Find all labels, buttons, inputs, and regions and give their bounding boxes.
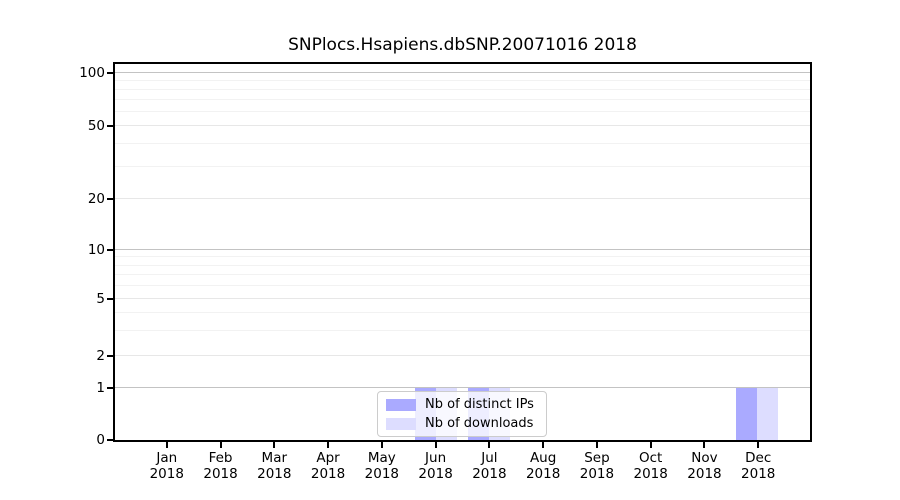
y-minor-gridline	[115, 80, 810, 82]
legend-swatch	[386, 398, 416, 411]
x-tick-label: Apr 2018	[311, 450, 345, 482]
x-tick-label: Dec 2018	[741, 450, 775, 482]
x-tick-year: 2018	[687, 466, 722, 482]
y-minor-gridline	[115, 165, 810, 167]
x-tick	[649, 442, 652, 448]
x-tick-label: Feb 2018	[203, 450, 237, 482]
y-tick	[107, 439, 113, 441]
y-minor-gridline	[115, 329, 810, 331]
y-tick	[107, 249, 113, 251]
y-gridline	[115, 297, 810, 299]
x-tick	[434, 442, 437, 448]
y-tick-label: 2	[96, 347, 105, 364]
y-tick-label: 50	[87, 118, 105, 135]
legend: Nb of distinct IPs Nb of downloads	[377, 391, 547, 437]
x-tick-month: Feb	[208, 450, 233, 466]
x-tick-label: Aug 2018	[526, 450, 560, 482]
y-minor-gridline	[115, 311, 810, 313]
x-tick-label: Sep 2018	[580, 450, 614, 482]
x-tick-month: Mar	[261, 450, 288, 466]
legend-row: Nb of downloads	[386, 416, 538, 431]
x-tick-year: 2018	[149, 466, 184, 482]
x-tick	[757, 442, 760, 448]
x-tick	[542, 442, 545, 448]
x-tick-month: Dec	[745, 450, 772, 466]
x-tick	[273, 442, 276, 448]
y-minor-gridline	[115, 256, 810, 258]
y-gridline	[115, 125, 810, 127]
y-gridline	[115, 354, 810, 356]
y-minor-gridline	[115, 273, 810, 275]
x-tick-year: 2018	[579, 466, 615, 482]
chart-title: SNPlocs.Hsapiens.dbSNP.20071016 2018	[288, 35, 637, 55]
x-tick	[327, 442, 330, 448]
y-tick	[107, 71, 113, 74]
bar-dec-nb-of-downloads	[756, 387, 778, 440]
x-tick-month: May	[367, 450, 396, 466]
legend-swatch	[386, 417, 416, 430]
x-tick-year: 2018	[472, 466, 507, 482]
y-gridline	[115, 71, 810, 73]
y-tick	[107, 297, 113, 300]
x-tick	[165, 442, 168, 448]
x-tick	[595, 442, 598, 448]
y-tick-label: 1	[96, 379, 105, 396]
x-tick-month: Jun	[425, 450, 447, 466]
y-minor-gridline	[115, 284, 810, 286]
y-tick-label: 0	[96, 432, 105, 448]
y-tick-label: 20	[87, 190, 105, 207]
y-minor-gridline	[115, 142, 810, 144]
y-tick	[107, 197, 113, 200]
x-tick-year: 2018	[418, 466, 453, 482]
x-tick-year: 2018	[633, 466, 668, 482]
x-tick-month: Sep	[584, 450, 610, 466]
y-gridline	[115, 386, 810, 388]
x-tick	[219, 442, 222, 448]
y-minor-gridline	[115, 264, 810, 266]
y-tick	[107, 386, 113, 389]
x-tick	[703, 442, 706, 448]
x-tick-label: Jan 2018	[150, 450, 184, 482]
x-tick-label: Mar 2018	[257, 450, 291, 482]
x-tick-month: Jul	[481, 450, 498, 466]
x-tick-year: 2018	[525, 466, 561, 482]
y-tick	[107, 125, 113, 128]
x-tick-label: Jun 2018	[418, 450, 452, 482]
y-gridline	[115, 249, 810, 251]
y-tick-label: 100	[79, 64, 105, 81]
x-tick-year: 2018	[741, 466, 776, 482]
y-minor-gridline	[115, 99, 810, 101]
x-tick-year: 2018	[310, 466, 346, 482]
plot-area	[113, 62, 812, 442]
x-tick-month: Aug	[529, 450, 557, 466]
legend-label: Nb of downloads	[425, 416, 534, 431]
y-gridline	[115, 197, 810, 199]
y-minor-gridline	[115, 111, 810, 113]
x-tick-label: Nov 2018	[687, 450, 721, 482]
x-tick-month: Oct	[639, 450, 663, 466]
y-tick-label: 10	[87, 242, 105, 258]
bar-dec-nb-of-distinct-ips	[735, 387, 757, 440]
y-minor-gridline	[115, 89, 810, 91]
x-tick-month: Nov	[691, 450, 718, 466]
x-tick-label: Oct 2018	[634, 450, 668, 482]
y-tick	[107, 354, 113, 357]
x-tick	[380, 442, 383, 448]
legend-row: Nb of distinct IPs	[386, 397, 538, 412]
x-tick-month: Jan	[156, 450, 178, 466]
legend-label: Nb of distinct IPs	[425, 397, 534, 412]
y-tick-label: 5	[96, 290, 105, 307]
x-tick-year: 2018	[364, 466, 400, 482]
x-tick-label: May 2018	[365, 450, 399, 482]
x-tick-label: Jul 2018	[472, 450, 506, 482]
x-tick-year: 2018	[203, 466, 238, 482]
x-tick-month: Apr	[316, 450, 340, 466]
x-tick	[488, 442, 491, 448]
x-tick-year: 2018	[257, 466, 292, 482]
